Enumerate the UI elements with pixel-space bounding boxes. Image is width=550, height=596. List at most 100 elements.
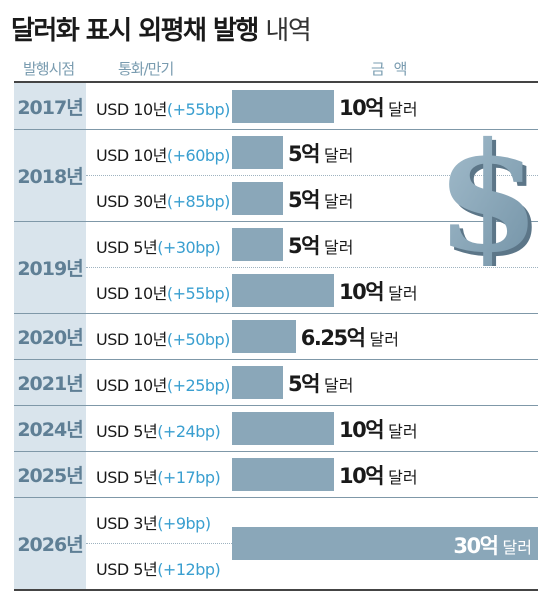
spread-text: (+12bp): [157, 560, 221, 579]
year-group: 2026년 USD 3년(+9bp) USD 5년(+12bp) 30억 달러: [14, 497, 538, 589]
table-row: USD 5년(+30bp) 5억 달러: [14, 221, 538, 267]
bar-value-label: 6.25억 달러: [301, 322, 399, 352]
currency-maturity: USD 10년(+60bp): [96, 142, 230, 166]
bar: [232, 526, 538, 560]
value-number: 10억: [339, 96, 385, 120]
header-period: 발행시점: [23, 60, 75, 78]
year-group: 2024년 USD 5년(+24bp) 10억 달러: [14, 405, 538, 451]
value-unit: 달러: [318, 238, 354, 257]
spread-text: (+24bp): [157, 422, 221, 441]
year-group: 2019년 USD 5년(+30bp) 5억 달러 USD 10년(+55bp) 10억…: [14, 221, 538, 313]
table-row: USD 10년(+60bp) 5억 달러: [14, 129, 538, 175]
year-cell: 2025년: [14, 451, 86, 497]
dollar-sign-icon: $ $: [436, 126, 532, 266]
table-row: USD 30년(+85bp) 5억 달러: [14, 175, 538, 221]
year-label: 2018년: [17, 165, 83, 188]
maturity-text: USD 10년: [96, 284, 167, 303]
maturity-text: USD 5년: [96, 560, 158, 579]
header-rule: [14, 81, 538, 83]
maturity-text: USD 10년: [96, 100, 167, 119]
value-unit: 달러: [383, 284, 418, 303]
spread-text: (+60bp): [166, 146, 231, 165]
bar-value-label: 10억 달러: [339, 276, 418, 306]
maturity-text: USD 5년: [96, 238, 158, 257]
currency-maturity: USD 3년(+9bp): [96, 510, 211, 534]
currency-maturity: USD 5년(+12bp): [96, 556, 221, 580]
spread-text: (+85bp): [166, 192, 231, 211]
year-group: 2017년 USD 10년(+55bp) 10억 달러: [14, 83, 538, 129]
group-divider: [14, 405, 538, 406]
table-row: USD 10년(+55bp) 10억 달러: [14, 83, 538, 129]
year-label: 2020년: [17, 326, 83, 349]
year-label: 2019년: [17, 257, 83, 280]
header-terms: 통화/만기: [118, 60, 174, 78]
value-number: 5억: [288, 142, 320, 166]
group-divider: [14, 359, 538, 360]
year-cell: 2020년: [14, 313, 86, 359]
maturity-text: USD 5년: [96, 422, 158, 441]
group-divider: [14, 313, 538, 314]
bar-value-label: 10억 달러: [339, 92, 418, 122]
row-divider: [86, 267, 538, 268]
title-sub: 내역: [265, 16, 311, 46]
bar-value-label: 10억 달러: [339, 460, 418, 490]
currency-maturity: USD 5년(+24bp): [96, 418, 221, 442]
year-cell: 2024년: [14, 405, 86, 451]
value-unit: 달러: [318, 376, 354, 395]
value-unit: 달러: [318, 192, 354, 211]
maturity-text: USD 3년: [96, 514, 158, 533]
year-label: 2017년: [17, 96, 83, 119]
value-unit: 달러: [497, 537, 532, 557]
year-cell: 2021년: [14, 359, 86, 405]
group-divider: [14, 451, 538, 452]
currency-maturity: USD 10년(+25bp): [96, 372, 230, 396]
currency-maturity: USD 10년(+50bp): [96, 326, 230, 350]
year-cell: 2026년: [14, 497, 86, 589]
chart-title: 달러화 표시 외평채 발행 내역: [11, 10, 312, 47]
spread-text: (+55bp): [166, 284, 231, 303]
year-group: 2020년 USD 10년(+50bp) 6.25억 달러: [14, 313, 538, 359]
year-group: 2018년 USD 10년(+60bp) 5억 달러 USD 30년(+85bp) 5억…: [14, 129, 538, 221]
bar: [232, 227, 283, 261]
year-cell: 2019년: [14, 221, 86, 313]
spread-text: (+9bp): [157, 514, 211, 533]
value-unit: 달러: [383, 422, 418, 441]
spread-text: (+55bp): [166, 100, 231, 119]
year-cell: 2018년: [14, 129, 86, 221]
value-number: 6.25억: [300, 326, 366, 350]
table-row: USD 10년(+55bp) 10억 달러: [14, 267, 538, 313]
value-number: 5억: [288, 234, 320, 258]
year-label: 2024년: [17, 418, 83, 441]
table-row: USD 3년(+9bp): [14, 497, 538, 543]
svg-text:$: $: [440, 126, 532, 266]
group-divider: [14, 129, 538, 130]
value-number: 30억: [453, 533, 499, 558]
spread-text: (+30bp): [157, 238, 221, 257]
year-label: 2026년: [17, 533, 83, 556]
spread-text: (+17bp): [157, 468, 221, 487]
bar: [232, 365, 283, 399]
year-group: 2021년 USD 10년(+25bp) 5억 달러: [14, 359, 538, 405]
bar-value-label: 5억 달러: [288, 368, 353, 398]
year-label: 2021년: [17, 372, 83, 395]
value-number: 5억: [288, 372, 320, 396]
maturity-text: USD 5년: [96, 468, 158, 487]
bottom-rule: [14, 589, 538, 591]
value-number: 5억: [288, 188, 320, 212]
bar: [232, 135, 283, 169]
value-unit: 달러: [383, 468, 418, 487]
title-main: 달러화 표시 외평채 발행: [11, 16, 259, 46]
bar-value-label: 5억 달러: [288, 230, 353, 260]
currency-maturity: USD 10년(+55bp): [96, 280, 230, 304]
svg-text:$: $: [436, 126, 532, 266]
year-label: 2025년: [17, 464, 83, 487]
bar: [232, 89, 334, 123]
group-divider: [14, 221, 538, 222]
spread-text: (+25bp): [166, 376, 231, 395]
table-row: USD 5년(+24bp) 10억 달러: [14, 405, 538, 451]
value-unit: 달러: [364, 330, 399, 349]
spread-text: (+50bp): [166, 330, 231, 349]
bar-value-label: 5억 달러: [288, 184, 353, 214]
issuance-table: 2017년 USD 10년(+55bp) 10억 달러 2018년 USD 10년(+6…: [14, 83, 538, 589]
group-divider: [14, 497, 538, 498]
